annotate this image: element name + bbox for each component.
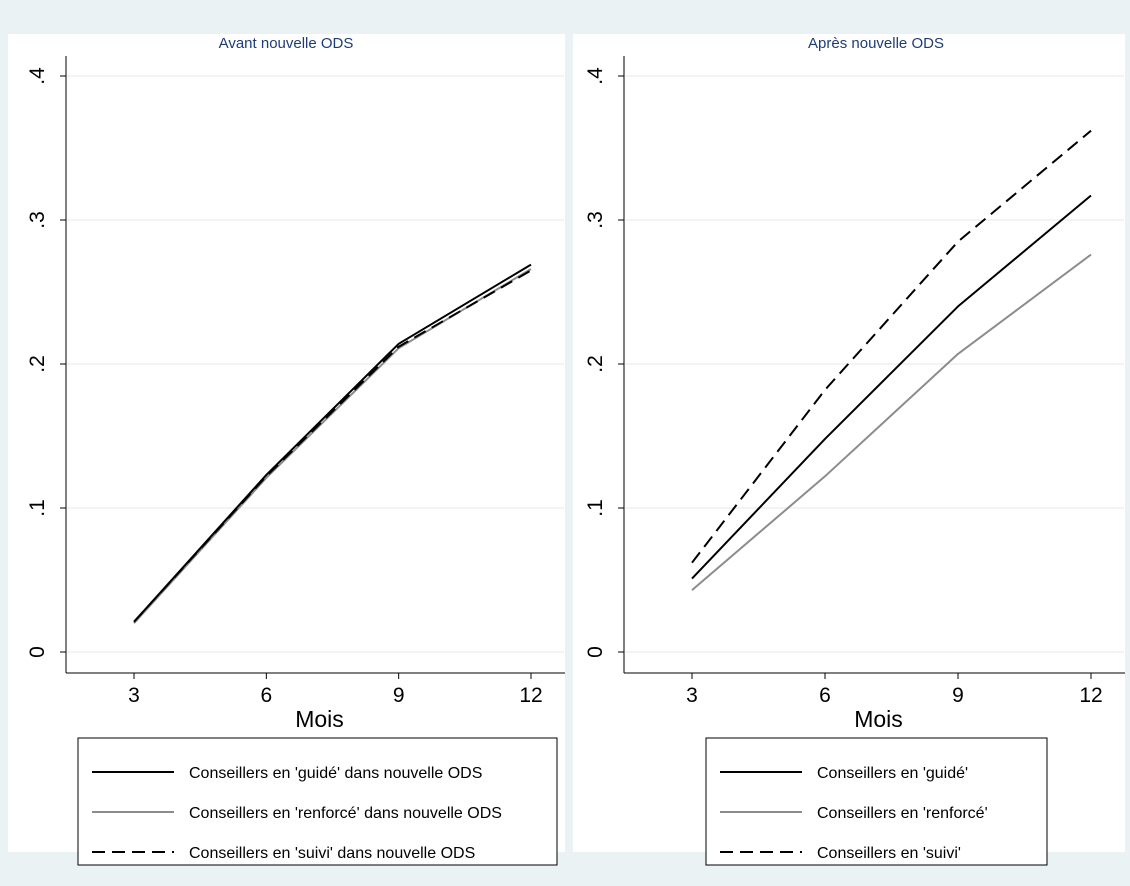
x-tick-label: 9 bbox=[952, 684, 964, 707]
legend-label-1: Conseillers en 'guidé' dans nouvelle ODS bbox=[189, 765, 482, 782]
y-tick-label: .2 bbox=[584, 355, 607, 373]
chart-panel-1: Avant nouvelle ODS 0 .1 .2 .3 .4 3 6 9 12 Mois Cons… bbox=[8, 34, 565, 866]
y-tick-label: .3 bbox=[26, 211, 49, 229]
series-line-2 bbox=[691, 253, 1092, 591]
legend-box bbox=[705, 737, 1048, 866]
x-tick-label: 3 bbox=[686, 684, 698, 707]
legend: Conseillers en 'guidé' dans nouvelle ODS… bbox=[77, 737, 558, 866]
legend: Conseillers en 'guidé' Conseillers en 're… bbox=[705, 737, 1048, 866]
series-line-1 bbox=[133, 263, 532, 623]
x-tick-label: 12 bbox=[519, 684, 542, 707]
legend-label-3: Conseillers en 'suivi' bbox=[817, 845, 961, 862]
legend-box bbox=[77, 737, 558, 866]
y-tick-label: .3 bbox=[584, 211, 607, 229]
panel-title: Après nouvelle ODS bbox=[808, 35, 944, 52]
legend-label-3: Conseillers en 'suivi' dans nouvelle ODS bbox=[189, 845, 475, 862]
y-tick-label: .4 bbox=[584, 67, 607, 85]
chart-panel-2: Après nouvelle ODS 0 .1 .2 .3 .4 3 6 9 12 Mois Cons… bbox=[573, 34, 1125, 866]
x-tick-label: 12 bbox=[1079, 684, 1102, 707]
y-tick-label: .1 bbox=[584, 499, 607, 517]
y-tick-label: .4 bbox=[26, 67, 49, 85]
x-tick-label: 9 bbox=[393, 684, 405, 707]
panel-title: Avant nouvelle ODS bbox=[219, 35, 354, 52]
series-line-3 bbox=[691, 129, 1092, 564]
y-tick-label: .1 bbox=[26, 499, 49, 517]
legend-label-1: Conseillers en 'guidé' bbox=[817, 765, 968, 782]
x-tick-label: 3 bbox=[128, 684, 140, 707]
x-tick-label: 6 bbox=[260, 684, 272, 707]
series-line-3 bbox=[133, 269, 532, 623]
y-tick-label: 0 bbox=[26, 646, 49, 658]
x-tick-label: 6 bbox=[819, 684, 831, 707]
y-tick-label: .2 bbox=[26, 355, 49, 373]
legend-label-2: Conseillers en 'renforcé' bbox=[817, 805, 988, 822]
x-axis-label: Mois bbox=[854, 706, 903, 732]
legend-label-2: Conseillers en 'renforcé' dans nouvelle … bbox=[189, 805, 502, 822]
series-line-1 bbox=[691, 194, 1092, 580]
y-tick-label: 0 bbox=[584, 646, 607, 658]
x-axis-label: Mois bbox=[295, 706, 344, 732]
series-line-2 bbox=[133, 268, 532, 624]
